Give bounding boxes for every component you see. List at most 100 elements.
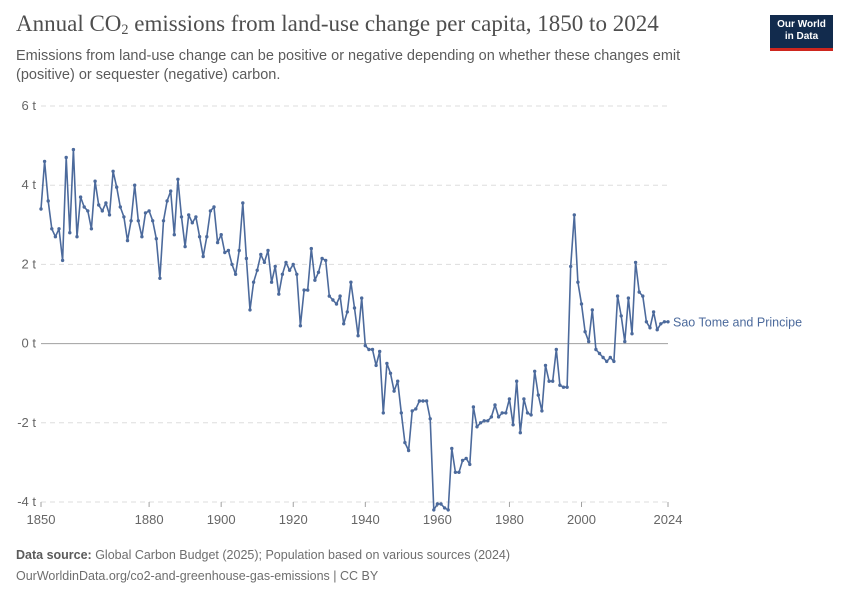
data-point bbox=[414, 407, 418, 411]
data-point bbox=[241, 201, 245, 205]
data-point bbox=[370, 347, 375, 352]
data-point bbox=[442, 506, 447, 510]
data-point bbox=[522, 397, 526, 401]
data-point bbox=[345, 310, 349, 314]
data-point bbox=[298, 324, 303, 328]
data-point bbox=[68, 231, 72, 235]
data-point bbox=[583, 330, 587, 334]
data-point bbox=[569, 264, 573, 269]
data-point bbox=[572, 213, 576, 217]
data-point bbox=[374, 363, 378, 368]
data-point bbox=[233, 272, 238, 276]
data-point bbox=[540, 409, 544, 413]
data-point bbox=[64, 155, 68, 160]
data-point bbox=[453, 470, 458, 474]
series-label: Sao Tome and Principe bbox=[673, 315, 802, 329]
data-point bbox=[349, 280, 353, 284]
data-point bbox=[215, 240, 220, 245]
data-point bbox=[78, 195, 83, 199]
data-point bbox=[280, 272, 285, 276]
data-point bbox=[637, 290, 641, 294]
data-point bbox=[666, 320, 670, 324]
data-point bbox=[302, 288, 306, 292]
data-point bbox=[82, 205, 86, 209]
data-point bbox=[104, 201, 108, 205]
x-tick-label: 2000 bbox=[567, 512, 596, 527]
y-tick-label: 6 t bbox=[22, 98, 37, 113]
data-point bbox=[129, 219, 133, 223]
data-point bbox=[169, 189, 173, 193]
data-point bbox=[410, 409, 414, 413]
data-point bbox=[551, 379, 555, 383]
data-point bbox=[587, 339, 591, 344]
data-point bbox=[424, 399, 429, 403]
data-point bbox=[619, 314, 623, 318]
axis-layer: 6 t 4 t 2 t 0 t -2 t -4 t 1850 1880 1900 1920 1940… bbox=[17, 98, 682, 527]
data-point bbox=[525, 411, 530, 415]
data-point bbox=[421, 399, 425, 403]
x-tick-label: 1960 bbox=[423, 512, 452, 527]
data-point bbox=[136, 219, 140, 223]
data-point bbox=[140, 235, 144, 239]
data-point bbox=[172, 233, 176, 237]
data-point bbox=[626, 296, 631, 300]
data-point bbox=[482, 419, 486, 423]
data-point bbox=[396, 379, 400, 383]
data-point bbox=[446, 508, 450, 512]
data-point bbox=[662, 320, 667, 324]
data-point bbox=[147, 209, 151, 213]
data-point bbox=[651, 310, 656, 314]
logo-line-2: in Data bbox=[784, 30, 819, 42]
data-point bbox=[507, 397, 512, 401]
data-point bbox=[262, 260, 267, 265]
data-point bbox=[143, 211, 148, 215]
data-point bbox=[42, 159, 47, 164]
data-point bbox=[406, 448, 411, 453]
data-point bbox=[277, 292, 281, 296]
data-point bbox=[219, 233, 223, 237]
data-point bbox=[118, 205, 123, 209]
source-link[interactable]: OurWorldinData.org/co2-and-greenhouse-ga… bbox=[16, 569, 379, 583]
x-tick-label: 1900 bbox=[207, 512, 236, 527]
data-point bbox=[313, 278, 317, 282]
data-point bbox=[154, 237, 158, 241]
data-point bbox=[205, 235, 209, 239]
data-point bbox=[432, 508, 436, 512]
owid-logo[interactable]: Our World in Data bbox=[770, 15, 833, 51]
data-point bbox=[471, 405, 476, 409]
logo-line-1: Our World bbox=[777, 19, 826, 30]
data-point bbox=[161, 219, 166, 223]
y-tick-label: -4 t bbox=[17, 494, 36, 509]
data-point bbox=[269, 280, 274, 284]
data-point bbox=[518, 431, 522, 435]
data-point bbox=[334, 302, 339, 306]
data-point bbox=[287, 268, 292, 272]
data-point bbox=[536, 393, 540, 397]
data-point bbox=[435, 502, 440, 506]
data-point bbox=[590, 308, 594, 312]
data-point bbox=[208, 209, 213, 213]
data-point bbox=[75, 235, 79, 239]
data-point bbox=[500, 411, 504, 415]
data-point bbox=[291, 262, 295, 267]
data-point bbox=[623, 339, 627, 344]
y-tick-label: -2 t bbox=[17, 415, 36, 430]
data-point bbox=[417, 399, 422, 403]
data-point bbox=[378, 349, 382, 354]
data-point bbox=[561, 385, 566, 389]
data-point bbox=[93, 179, 97, 183]
data-point bbox=[100, 209, 105, 213]
data-point bbox=[190, 221, 194, 225]
data-point bbox=[464, 456, 468, 461]
data-source: Data source: Global Carbon Budget (2025)… bbox=[16, 548, 510, 562]
data-point bbox=[543, 363, 548, 368]
data-point bbox=[306, 288, 310, 292]
data-point bbox=[605, 359, 609, 364]
data-point bbox=[601, 355, 605, 360]
data-point bbox=[475, 425, 479, 429]
data-point bbox=[493, 403, 497, 407]
data-point bbox=[111, 169, 115, 173]
x-tick-label: 1920 bbox=[279, 512, 308, 527]
data-point bbox=[504, 411, 508, 415]
data-point bbox=[594, 347, 598, 352]
